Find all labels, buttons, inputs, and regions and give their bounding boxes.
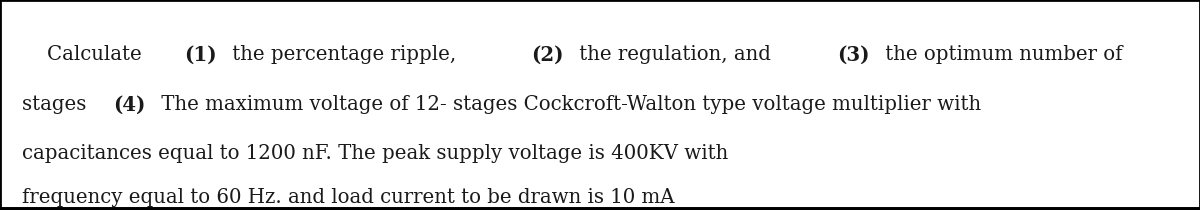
Text: (3): (3) <box>836 45 869 65</box>
Text: Calculate: Calculate <box>22 45 148 64</box>
Text: stages: stages <box>22 96 92 114</box>
Text: capacitances equal to 1200 nF. The peak supply voltage is 400KV with: capacitances equal to 1200 nF. The peak … <box>22 144 728 163</box>
Text: the percentage ripple,: the percentage ripple, <box>227 45 463 64</box>
Text: the regulation, and: the regulation, and <box>574 45 778 64</box>
Text: (2): (2) <box>532 45 564 65</box>
Text: frequency equal to 60 Hz. and load current to be drawn is 10 mA: frequency equal to 60 Hz. and load curre… <box>22 188 674 207</box>
Text: The maximum voltage of 12- stages Cockcroft-Walton type voltage multiplier with: The maximum voltage of 12- stages Cockcr… <box>155 96 980 114</box>
Text: (1): (1) <box>184 45 217 65</box>
Text: the optimum number of: the optimum number of <box>878 45 1122 64</box>
Text: (4): (4) <box>113 95 145 115</box>
